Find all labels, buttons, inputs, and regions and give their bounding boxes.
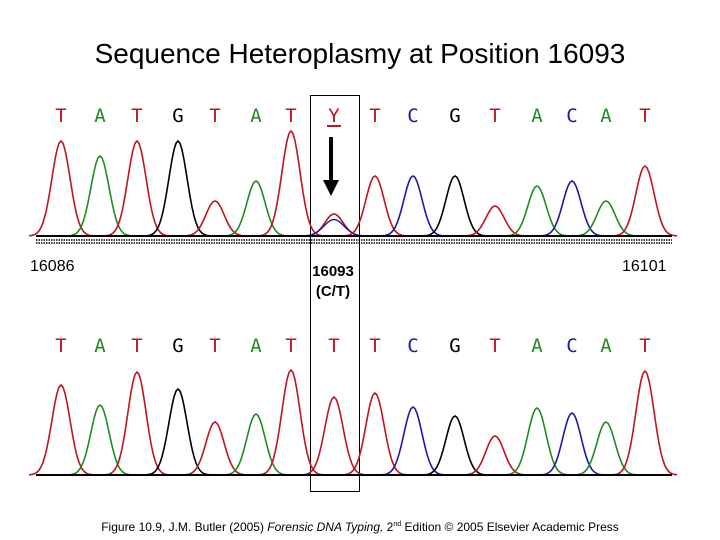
peak-T <box>342 391 408 476</box>
base-call-A: A <box>531 105 543 127</box>
base-call-A: A <box>531 335 543 357</box>
peak-T <box>258 368 324 476</box>
position-label-right: 16101 <box>622 258 667 275</box>
peak-T <box>104 139 170 237</box>
peak-G <box>145 387 211 476</box>
peak-T <box>182 200 248 237</box>
peak-T <box>301 213 367 237</box>
base-call-T: T <box>489 105 500 127</box>
figure-caption: Figure 10.9, J.M. Butler (2005) Forensic… <box>0 520 720 534</box>
peak-G <box>422 175 488 237</box>
peak-C <box>380 405 446 476</box>
caption-prefix: Figure 10.9, J.M. Butler (2005) <box>101 520 268 534</box>
base-call-C: C <box>407 335 418 357</box>
base-call-T: T <box>209 105 220 127</box>
base-call-G: G <box>449 105 460 127</box>
base-call-A: A <box>94 335 106 357</box>
position-label-left: 16086 <box>30 258 75 275</box>
base-call-T: T <box>131 335 142 357</box>
peak-T <box>28 383 94 476</box>
peak-C <box>380 175 446 237</box>
peak-T <box>612 369 678 476</box>
base-call-T: T <box>285 335 296 357</box>
peak-A <box>573 200 639 237</box>
variant-label: (C/T) <box>315 283 351 300</box>
base-call-T: T <box>489 335 500 357</box>
base-call-C: C <box>407 105 418 127</box>
base-call-T: T <box>369 335 380 357</box>
base-call-G: G <box>172 335 183 357</box>
base-call-A: A <box>250 105 262 127</box>
base-call-T: T <box>369 105 380 127</box>
base-call-C: C <box>566 105 577 127</box>
figure-title: Sequence Heteroplasmy at Position 16093 <box>94 38 626 69</box>
peak-C-secondary <box>301 218 367 237</box>
base-call-A: A <box>600 335 612 357</box>
peak-T <box>612 164 678 237</box>
peak-T <box>258 129 324 237</box>
position-number: 16093 <box>312 263 354 280</box>
peak-T <box>182 421 248 476</box>
peak-T <box>104 370 170 476</box>
peak-A <box>67 403 133 476</box>
caption-suffix: Edition © 2005 Elsevier Academic Press <box>401 520 619 534</box>
base-call-T: T <box>639 335 650 357</box>
base-call-T: T <box>55 335 66 357</box>
peak-T <box>462 435 528 476</box>
peak-T <box>342 175 408 237</box>
caption-edition-sup: nd <box>393 521 402 528</box>
base-call-G: G <box>172 105 183 127</box>
base-call-T: T <box>131 105 142 127</box>
caption-edition: 2 <box>383 520 394 534</box>
peak-C <box>539 412 605 476</box>
base-call-A: A <box>250 335 262 357</box>
base-call-A: A <box>600 105 612 127</box>
peak-A <box>573 421 639 476</box>
base-call-Y: Y <box>328 105 340 127</box>
base-call-G: G <box>449 335 460 357</box>
peak-A <box>223 413 289 476</box>
peak-G <box>145 139 211 237</box>
heteroplasmy-highlight-box <box>310 95 360 492</box>
peak-A <box>223 180 289 237</box>
peak-C <box>539 180 605 237</box>
base-call-T: T <box>209 335 220 357</box>
base-call-T: T <box>285 105 296 127</box>
base-call-T: T <box>328 335 339 357</box>
caption-book-title: Forensic DNA Typing, <box>267 520 384 534</box>
peak-T <box>28 139 94 237</box>
base-call-T: T <box>55 105 66 127</box>
peak-T <box>301 395 367 476</box>
peak-A <box>504 406 570 476</box>
base-call-A: A <box>94 105 106 127</box>
peak-T <box>463 205 527 237</box>
peak-G <box>422 415 488 476</box>
position-label-middle: 16093 (C/T) <box>303 262 363 302</box>
base-call-T: T <box>639 105 650 127</box>
peak-A <box>504 185 570 237</box>
base-call-C: C <box>566 335 577 357</box>
peak-A <box>67 154 133 237</box>
